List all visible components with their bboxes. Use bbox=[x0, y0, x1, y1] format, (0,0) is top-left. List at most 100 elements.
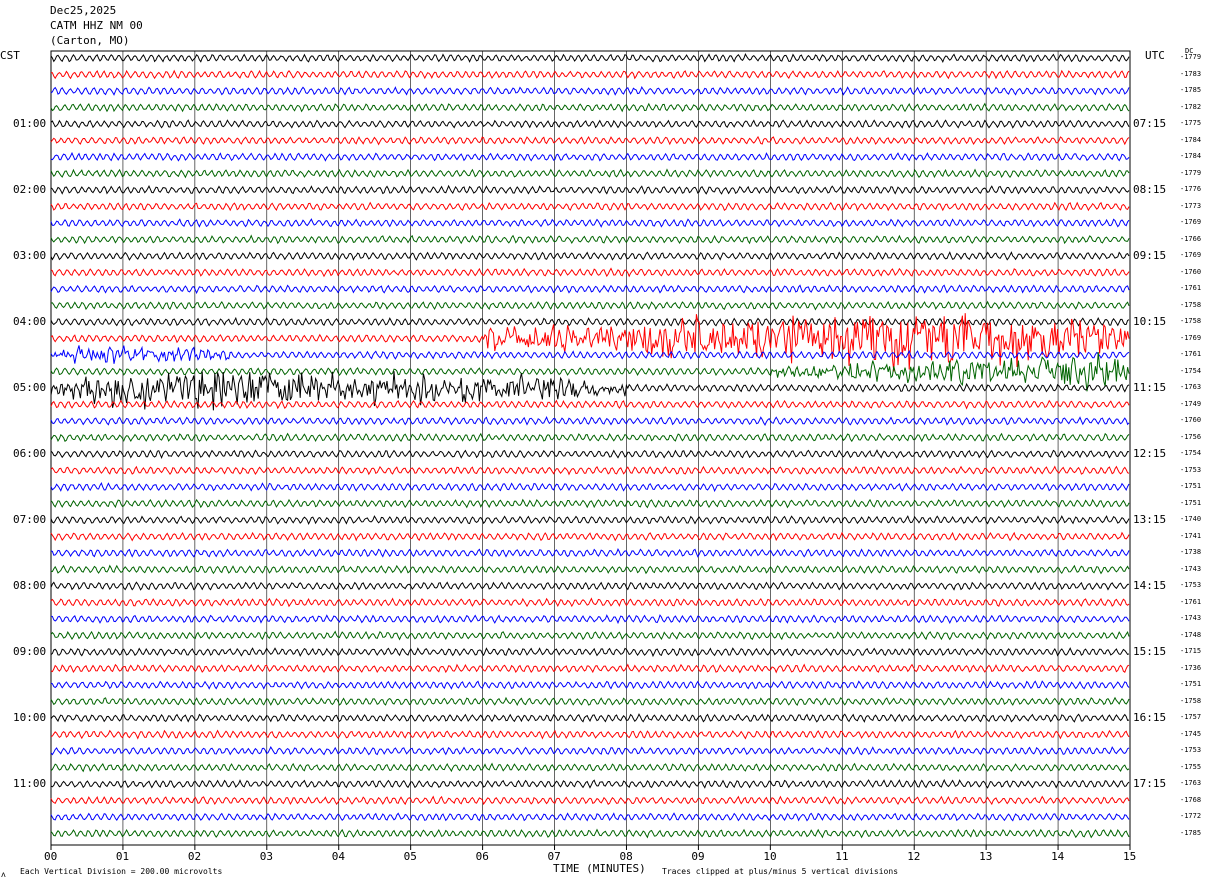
trace-line-42 bbox=[50, 746, 1130, 756]
dc-offset-label: -1784 bbox=[1180, 135, 1202, 144]
dc-column-title: DC bbox=[1185, 47, 1194, 55]
x-tick-label: 08 bbox=[619, 850, 633, 863]
trace-line-29 bbox=[50, 531, 1130, 542]
x-tick-label: 14 bbox=[1051, 850, 1065, 863]
cst-tick-label: 11:00 bbox=[13, 777, 47, 790]
dc-offset-label: -1763 bbox=[1180, 383, 1202, 391]
x-axis-label: TIME (MINUTES) bbox=[553, 862, 646, 875]
dc-offset-label: -1769 bbox=[1180, 218, 1202, 226]
x-tick-label: 11 bbox=[835, 850, 849, 863]
x-tick-label: 00 bbox=[44, 850, 58, 863]
station-location: (Carton, MO) bbox=[50, 34, 130, 47]
dc-offset-label: -1749 bbox=[1180, 399, 1202, 408]
trace-line-36 bbox=[50, 647, 1130, 658]
dc-offset-label: -1758 bbox=[1180, 317, 1202, 325]
cst-tick-label: 07:00 bbox=[13, 513, 47, 526]
x-tick-label: 06 bbox=[475, 850, 489, 863]
trace-line-4 bbox=[50, 119, 1130, 129]
dc-offset-label: -1751 bbox=[1180, 680, 1202, 688]
utc-tick-label: 16:15 bbox=[1133, 711, 1167, 724]
trace-line-31 bbox=[50, 564, 1130, 575]
trace-line-43 bbox=[50, 762, 1130, 773]
trace-line-22 bbox=[50, 415, 1130, 426]
dc-offset-label: -1754 bbox=[1180, 449, 1202, 457]
utc-tick-label: 12:15 bbox=[1133, 447, 1167, 460]
dc-offset-label: -1715 bbox=[1180, 647, 1202, 655]
trace-line-30 bbox=[50, 548, 1130, 558]
trace-line-26 bbox=[50, 482, 1130, 493]
dc-offset-label: -1763 bbox=[1180, 779, 1202, 787]
trace-line-40 bbox=[50, 713, 1130, 723]
dc-offset-label: -1736 bbox=[1180, 663, 1202, 672]
utc-tick-label: 11:15 bbox=[1133, 381, 1167, 394]
dc-offset-label: -1779 bbox=[1180, 168, 1202, 177]
trace-line-5 bbox=[50, 135, 1130, 146]
dc-offset-label: -1785 bbox=[1180, 86, 1202, 94]
trace-line-39 bbox=[50, 696, 1130, 707]
dc-offset-label: -1761 bbox=[1180, 597, 1202, 606]
cst-tick-label: 09:00 bbox=[13, 645, 47, 658]
trace-line-35 bbox=[50, 630, 1130, 641]
dc-offset-label: -1783 bbox=[1180, 69, 1202, 78]
dc-offset-label: -1782 bbox=[1180, 102, 1202, 111]
dc-offset-label: -1758 bbox=[1180, 696, 1202, 705]
x-tick-label: 13 bbox=[979, 850, 993, 863]
dc-offset-label: -1768 bbox=[1180, 795, 1202, 804]
corner-mark-icon: ᴧ bbox=[1, 870, 6, 879]
x-tick-label: 10 bbox=[763, 850, 777, 863]
trace-line-10 bbox=[50, 218, 1130, 228]
dc-offset-label: -1766 bbox=[1180, 234, 1202, 243]
trace-line-12 bbox=[50, 251, 1130, 261]
trace-line-0 bbox=[50, 53, 1130, 63]
trace-line-45 bbox=[50, 795, 1130, 806]
trace-line-37 bbox=[50, 663, 1130, 674]
dc-offset-label: -1769 bbox=[1180, 251, 1202, 259]
cst-tick-label: 05:00 bbox=[13, 381, 47, 394]
trace-line-46 bbox=[50, 812, 1130, 822]
trace-line-21 bbox=[50, 399, 1130, 410]
trace-line-16 bbox=[50, 316, 1130, 327]
trace-line-24 bbox=[50, 449, 1130, 460]
dc-offset-label: -1743 bbox=[1180, 564, 1202, 573]
trace-line-47 bbox=[50, 828, 1130, 839]
x-tick-label: 15 bbox=[1123, 850, 1137, 863]
utc-tick-label: 10:15 bbox=[1133, 315, 1167, 328]
dc-offset-label: -1769 bbox=[1180, 333, 1202, 342]
cst-tick-label: 06:00 bbox=[13, 447, 47, 460]
trace-line-9 bbox=[50, 201, 1130, 212]
trace-line-20 bbox=[50, 371, 1130, 411]
trace-line-41 bbox=[50, 729, 1130, 740]
plot-frame bbox=[50, 50, 1131, 846]
utc-axis-title: UTC bbox=[1145, 49, 1165, 62]
cst-tick-label: 03:00 bbox=[13, 249, 47, 262]
trace-line-34 bbox=[50, 614, 1130, 625]
cst-tick-label: 08:00 bbox=[13, 579, 47, 592]
dc-offset-label: -1757 bbox=[1180, 713, 1202, 721]
x-tick-label: 05 bbox=[403, 850, 417, 863]
trace-line-14 bbox=[50, 284, 1130, 295]
dc-offset-label: -1751 bbox=[1180, 498, 1202, 507]
x-tick-label: 12 bbox=[907, 850, 921, 863]
trace-line-25 bbox=[50, 465, 1130, 476]
trace-line-15 bbox=[50, 300, 1130, 311]
plot-date: Dec25,2025 bbox=[50, 4, 117, 17]
dc-offset-label: -1740 bbox=[1180, 515, 1202, 523]
dc-offset-label: -1753 bbox=[1180, 746, 1202, 754]
cst-axis-title: CST bbox=[0, 49, 20, 62]
utc-tick-label: 08:15 bbox=[1133, 183, 1167, 196]
dc-offset-label: -1751 bbox=[1180, 482, 1202, 490]
trace-line-27 bbox=[50, 498, 1130, 509]
dc-offset-label: -1772 bbox=[1180, 812, 1202, 820]
dc-offset-label: -1785 bbox=[1180, 828, 1202, 837]
dc-offset-label: -1775 bbox=[1180, 119, 1202, 127]
trace-line-38 bbox=[50, 680, 1130, 690]
x-tick-label: 03 bbox=[259, 850, 274, 863]
utc-tick-label: 15:15 bbox=[1133, 645, 1167, 658]
trace-line-32 bbox=[50, 581, 1130, 591]
dc-offset-label: -1753 bbox=[1180, 581, 1202, 589]
trace-line-18 bbox=[50, 345, 1130, 364]
dc-offset-label: -1760 bbox=[1180, 267, 1202, 276]
cst-tick-label: 10:00 bbox=[13, 711, 47, 724]
dc-offset-label: -1753 bbox=[1180, 465, 1202, 474]
